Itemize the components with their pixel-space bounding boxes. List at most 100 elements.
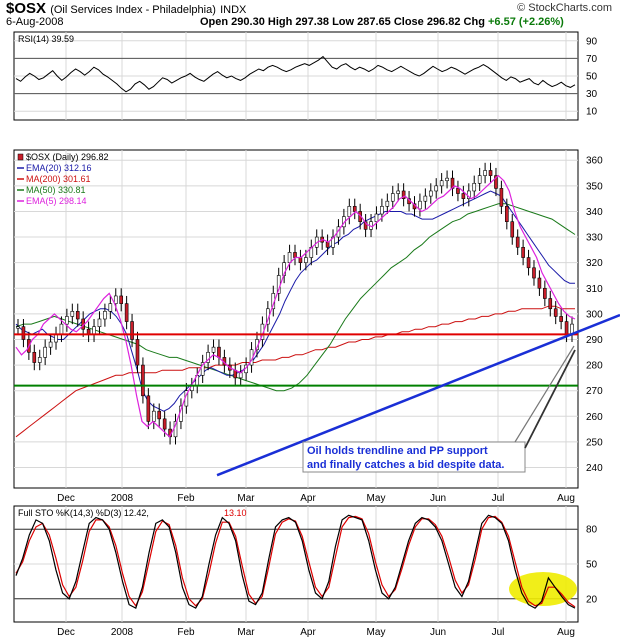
candle-body (521, 247, 525, 258)
rsi-ytick-50: 50 (586, 72, 598, 83)
candle-body (200, 362, 205, 376)
sto-xtick-4: Apr (300, 627, 316, 638)
candle-body (363, 221, 368, 230)
candle-body (92, 326, 96, 335)
candle-body (287, 252, 292, 263)
candle-body (43, 346, 47, 358)
legend-ema20: EMA(20) 312.16 (26, 163, 92, 173)
candle-body (135, 339, 140, 366)
candle-body (59, 323, 64, 335)
price-ytick-310: 310 (586, 284, 603, 295)
rsi-legend: RSI(14) 39.59 (18, 34, 74, 44)
candle-body (401, 190, 406, 199)
candle-body (456, 188, 460, 194)
rsi-ytick-70: 70 (586, 54, 598, 65)
candle-body (559, 316, 563, 322)
price-xtick-7: Jul (492, 493, 505, 504)
candle-body (97, 318, 102, 327)
ohlc-values: Open 290.30 High 297.38 Low 287.65 Close… (200, 16, 485, 28)
candle-body (146, 395, 151, 422)
candle-body (157, 410, 162, 420)
candle-body (515, 236, 520, 248)
price-legend-title: $OSX (Daily) 296.82 (26, 152, 109, 162)
candle-body (510, 221, 515, 238)
candle-body (499, 188, 504, 207)
candle-body (526, 257, 531, 269)
candle-body (119, 295, 123, 304)
candle-body (461, 193, 466, 199)
price-xtick-4: Apr (300, 493, 316, 504)
legend-ma50: MA(50) 330.81 (26, 185, 86, 195)
candle-body (396, 190, 400, 194)
candle-body (304, 257, 308, 263)
candle-body (217, 346, 221, 358)
price-xtick-6: Jun (430, 493, 446, 504)
ohlc-summary: Open 290.30 High 297.38 Low 287.65 Close… (200, 16, 564, 28)
sto-ytick-20: 20 (586, 594, 598, 605)
candle-body (543, 287, 547, 299)
legend-ema5: EMA(5) 298.14 (26, 196, 87, 206)
candle-body (151, 410, 156, 422)
date-label: 6-Aug-2008 (6, 16, 64, 28)
annotation-box (302, 441, 526, 473)
sto-xtick-3: Mar (237, 627, 255, 638)
price-xtick-8: Aug (557, 493, 575, 504)
sto-xtick-7: Jul (492, 627, 505, 638)
candle-body (16, 326, 20, 329)
sto-legend-d: 13.10 (224, 508, 247, 518)
rsi-ytick-10: 10 (586, 107, 598, 118)
candle-body (130, 321, 134, 340)
candle-body (374, 213, 379, 222)
sto-xtick-0: Dec (57, 627, 75, 638)
sto-xtick-5: May (367, 627, 386, 638)
candle-body (211, 346, 216, 353)
copyright: © StockCharts.com (517, 2, 612, 14)
candle-body (548, 298, 553, 310)
legend-ma200: MA(200) 301.61 (26, 174, 91, 184)
candle-body (418, 200, 422, 210)
price-xtick-3: Mar (237, 493, 255, 504)
candle-body (483, 170, 487, 176)
rsi-line (15, 55, 576, 93)
candle-body (439, 180, 444, 187)
candle-body (48, 341, 53, 348)
callout-line-2 (524, 349, 576, 449)
candle-body (65, 316, 69, 325)
price-ytick-300: 300 (586, 309, 603, 320)
price-ytick-290: 290 (586, 335, 603, 346)
candle-body (124, 303, 129, 322)
candle-body (390, 193, 395, 202)
candle-body (537, 277, 542, 289)
price-xtick-2: Feb (177, 493, 195, 504)
candle-body (445, 177, 449, 182)
candle-body (70, 311, 75, 317)
price-ytick-250: 250 (586, 437, 603, 448)
sto-xtick-6: Jun (430, 627, 446, 638)
candle-body (206, 351, 210, 363)
candle-body (472, 182, 477, 192)
index-name: (Oil Services Index - Philadelphia) (50, 4, 216, 16)
candle-body (488, 170, 493, 176)
candle-body (532, 267, 536, 279)
candle-body (325, 241, 330, 248)
ema5-line (15, 174, 576, 438)
candle-body (331, 236, 335, 248)
candle-body (494, 175, 498, 189)
legend-candle-swatch (17, 153, 24, 161)
candle-body (564, 321, 569, 335)
candle-body (553, 308, 558, 317)
price-ytick-260: 260 (586, 412, 603, 423)
candle-body (293, 252, 297, 258)
candle-body (347, 206, 352, 217)
price-ytick-330: 330 (586, 233, 603, 244)
symbol-title: $OSX (Oil Services Index - Philadelphia)… (6, 0, 246, 17)
chart-header: $OSX (Oil Services Index - Philadelphia)… (0, 0, 620, 30)
price-xtick-5: May (367, 493, 386, 504)
price-ytick-360: 360 (586, 156, 603, 167)
sto-xtick-1: 2008 (111, 627, 134, 638)
candle-body (54, 334, 58, 343)
price-xtick-1: 2008 (111, 493, 134, 504)
price-ytick-340: 340 (586, 207, 603, 218)
candle-body (108, 303, 113, 312)
price-ytick-320: 320 (586, 258, 603, 269)
